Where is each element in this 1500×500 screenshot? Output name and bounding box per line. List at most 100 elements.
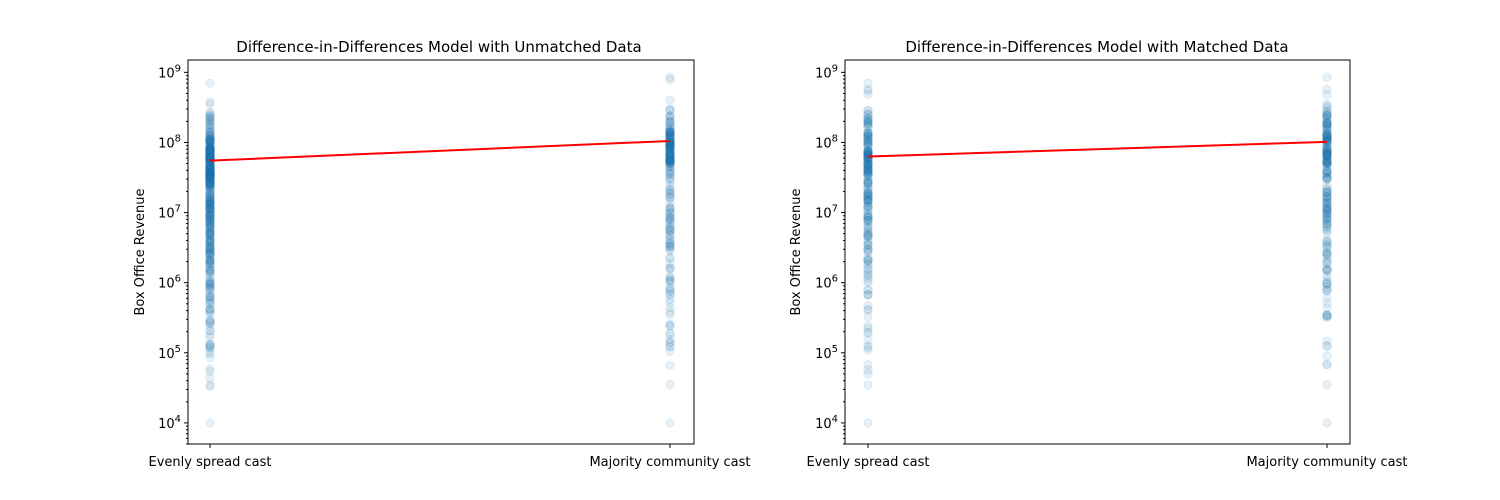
scatter-point	[1322, 221, 1332, 232]
y-tick-base: 10	[158, 417, 175, 432]
scatter-point	[205, 146, 215, 156]
scatter-point	[205, 137, 215, 147]
scatter-point	[665, 142, 675, 152]
scatter-point	[1322, 336, 1332, 346]
scatter-point	[205, 170, 215, 181]
scatter-point	[1322, 271, 1332, 281]
scatter-point	[863, 201, 873, 212]
scatter-point	[1322, 239, 1332, 249]
scatter-point	[863, 129, 873, 139]
scatter-point	[1322, 151, 1332, 161]
scatter-point	[1322, 146, 1332, 157]
scatter-point	[205, 167, 215, 178]
scatter-point	[205, 112, 215, 122]
scatter-point	[863, 418, 873, 428]
scatter-point	[205, 163, 215, 173]
scatter-point	[863, 147, 873, 158]
scatter-point	[665, 203, 675, 214]
scatter-point	[205, 199, 215, 210]
scatter-point	[1322, 159, 1332, 169]
scatter-point	[863, 167, 873, 177]
scatter-point	[863, 177, 873, 188]
scatter-point	[205, 245, 215, 255]
scatter-point	[205, 190, 215, 200]
scatter-point	[1322, 204, 1332, 215]
scatter-point	[205, 169, 215, 179]
scatter-point	[205, 195, 215, 206]
scatter-point	[205, 250, 215, 260]
scatter-point	[205, 173, 215, 183]
scatter-point	[665, 155, 675, 165]
scatter-point	[863, 328, 873, 338]
scatter-point	[665, 123, 675, 134]
scatter-point	[205, 180, 215, 190]
scatter-point	[205, 170, 215, 180]
y-tick-label: 105	[158, 344, 181, 362]
scatter-point	[863, 171, 873, 181]
scatter-point	[863, 247, 873, 258]
scatter-point	[1322, 129, 1332, 139]
y-tick-base: 10	[158, 207, 175, 222]
scatter-points	[205, 72, 675, 428]
scatter-point	[665, 157, 675, 167]
scatter-point	[665, 154, 675, 164]
scatter-point	[863, 178, 873, 188]
scatter-point	[1322, 123, 1332, 133]
scatter-point	[205, 306, 215, 316]
scatter-point	[205, 178, 215, 188]
scatter-point	[863, 365, 873, 375]
y-tick-label: 106	[158, 274, 181, 292]
scatter-point	[863, 191, 873, 201]
scatter-point	[665, 203, 675, 213]
scatter-point	[205, 204, 215, 214]
scatter-point	[205, 188, 215, 198]
scatter-point	[665, 148, 675, 158]
scatter-point	[665, 143, 675, 154]
scatter-point	[205, 258, 215, 268]
scatter-point	[205, 175, 215, 186]
scatter-point	[1322, 285, 1332, 295]
scatter-point	[665, 142, 675, 153]
scatter-point	[863, 202, 873, 213]
scatter-point	[1322, 147, 1332, 157]
scatter-point	[1322, 279, 1332, 289]
scatter-point	[205, 221, 215, 231]
scatter-point	[863, 197, 873, 207]
scatter-point	[665, 328, 675, 339]
scatter-point	[1322, 208, 1332, 219]
scatter-point	[205, 216, 215, 227]
y-tick-exponent: 4	[832, 414, 838, 425]
scatter-point	[665, 154, 675, 165]
y-tick-label: 105	[815, 344, 838, 362]
scatter-point	[1322, 150, 1332, 161]
scatter-point	[1322, 350, 1332, 361]
scatter-point	[863, 213, 873, 223]
scatter-point	[665, 113, 675, 124]
scatter-point	[665, 149, 675, 159]
scatter-point	[863, 163, 873, 174]
scatter-point	[205, 320, 215, 331]
scatter-point	[1322, 110, 1332, 120]
scatter-point	[1322, 259, 1332, 269]
x-tick-label: Evenly spread cast	[807, 455, 930, 470]
scatter-point	[863, 215, 873, 225]
scatter-point	[665, 253, 675, 263]
scatter-point	[665, 128, 675, 138]
scatter-point	[205, 255, 215, 266]
scatter-point	[863, 255, 873, 265]
scatter-point	[665, 212, 675, 222]
scatter-point	[1322, 225, 1332, 235]
scatter-point	[863, 160, 873, 170]
scatter-point	[863, 216, 873, 226]
scatter-point	[205, 143, 215, 153]
scatter-point	[863, 300, 873, 311]
scatter-point	[863, 175, 873, 185]
scatter-point	[1322, 150, 1332, 160]
scatter-point	[863, 190, 873, 200]
scatter-point	[205, 227, 215, 237]
scatter-point	[205, 207, 215, 218]
scatter-point	[205, 151, 215, 162]
scatter-point	[205, 165, 215, 175]
scatter-point	[1322, 278, 1332, 288]
scatter-point	[863, 275, 873, 286]
